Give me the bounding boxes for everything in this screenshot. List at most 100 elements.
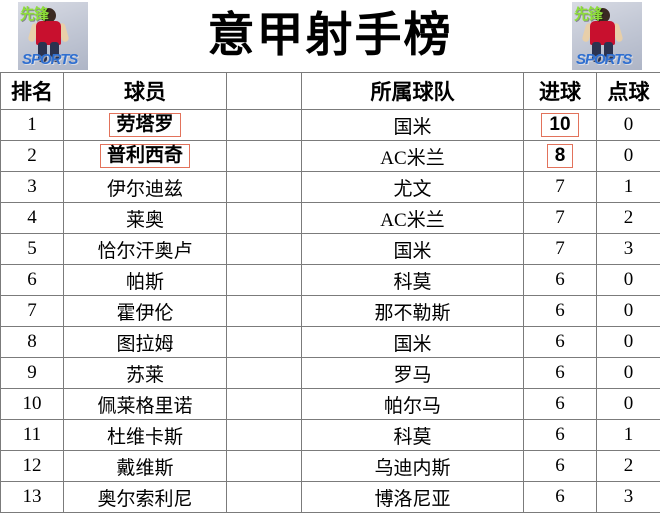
right-logo-text-top: 先锋: [574, 3, 602, 24]
left-logo: 先锋 SPORTS: [18, 2, 88, 70]
cell-player: 莱奥: [64, 203, 227, 234]
column-header-player: 球员: [64, 73, 227, 110]
left-logo-text-top: 先锋: [20, 3, 48, 24]
cell-goals: 6: [524, 451, 597, 482]
cell-team: 博洛尼亚: [302, 482, 524, 513]
cell-player: 佩莱格里诺: [64, 389, 227, 420]
cell-penalties: 2: [597, 451, 660, 482]
cell-goals: 6: [524, 358, 597, 389]
cell-penalties: 0: [597, 358, 660, 389]
column-header-penalties: 点球: [597, 73, 660, 110]
left-logo-background: 先锋 SPORTS: [18, 2, 88, 70]
cell-team: 科莫: [302, 265, 524, 296]
page-title: 意甲射手榜: [208, 13, 453, 60]
standings-page: 先锋 SPORTS 意甲射手榜 先锋 SPORTS: [0, 0, 660, 486]
cell-team: 国米: [302, 234, 524, 265]
cell-spacer: [227, 141, 302, 172]
column-header-team: 所属球队: [302, 73, 524, 110]
cell-team: 国米: [302, 327, 524, 358]
cell-team: 国米: [302, 110, 524, 141]
table-header-row: 排名 球员 所属球队 进球 点球: [1, 73, 660, 110]
cell-goals: 7: [524, 172, 597, 203]
page-header: 先锋 SPORTS 意甲射手榜 先锋 SPORTS: [0, 0, 660, 72]
cell-rank: 3: [1, 172, 64, 203]
cell-player: 伊尔迪兹: [64, 172, 227, 203]
left-logo-text-bottom: SPORTS: [22, 51, 77, 68]
cell-team: 科莫: [302, 420, 524, 451]
cell-penalties: 0: [597, 327, 660, 358]
right-logo-background: 先锋 SPORTS: [572, 2, 642, 70]
cell-rank: 11: [1, 420, 64, 451]
cell-goals: 6: [524, 420, 597, 451]
cell-rank: 4: [1, 203, 64, 234]
right-logo: 先锋 SPORTS: [572, 2, 642, 70]
goals-highlight: 10: [541, 113, 578, 137]
cell-player: 戴维斯: [64, 451, 227, 482]
cell-rank: 6: [1, 265, 64, 296]
cell-rank: 1: [1, 110, 64, 141]
cell-rank: 13: [1, 482, 64, 513]
cell-rank: 12: [1, 451, 64, 482]
column-header-goals: 进球: [524, 73, 597, 110]
cell-rank: 10: [1, 389, 64, 420]
cell-goals: 6: [524, 389, 597, 420]
column-header-spacer: [227, 73, 302, 110]
cell-penalties: 0: [597, 265, 660, 296]
cell-goals: 6: [524, 327, 597, 358]
cell-spacer: [227, 296, 302, 327]
cell-team: AC米兰: [302, 141, 524, 172]
cell-team: 罗马: [302, 358, 524, 389]
cell-spacer: [227, 203, 302, 234]
cell-penalties: 0: [597, 141, 660, 172]
cell-rank: 2: [1, 141, 64, 172]
cell-spacer: [227, 234, 302, 265]
cell-spacer: [227, 482, 302, 513]
cell-spacer: [227, 172, 302, 203]
right-logo-text-bottom: SPORTS: [576, 51, 631, 68]
cell-rank: 7: [1, 296, 64, 327]
cell-penalties: 2: [597, 203, 660, 234]
cell-rank: 5: [1, 234, 64, 265]
cell-goals: 7: [524, 234, 597, 265]
cell-goals: 7: [524, 203, 597, 234]
player-highlight: 劳塔罗: [109, 113, 180, 137]
cell-team: AC米兰: [302, 203, 524, 234]
cell-player: 杜维卡斯: [64, 420, 227, 451]
cell-goals: 8: [524, 141, 597, 172]
cell-spacer: [227, 327, 302, 358]
cell-spacer: [227, 110, 302, 141]
cell-spacer: [227, 420, 302, 451]
column-header-rank: 排名: [1, 73, 64, 110]
cell-team: 帕尔马: [302, 389, 524, 420]
cell-spacer: [227, 389, 302, 420]
cell-goals: 6: [524, 482, 597, 513]
cell-team: 那不勒斯: [302, 296, 524, 327]
cell-penalties: 3: [597, 482, 660, 513]
cell-rank: 9: [1, 358, 64, 389]
cell-goals: 10: [524, 110, 597, 141]
table-header: 排名 球员 所属球队 进球 点球: [1, 73, 660, 110]
cell-player: 恰尔汗奥卢: [64, 234, 227, 265]
cell-player: 苏莱: [64, 358, 227, 389]
player-highlight: 普利西奇: [100, 144, 190, 168]
cell-player: 图拉姆: [64, 327, 227, 358]
cell-rank: 8: [1, 327, 64, 358]
cell-player: 劳塔罗: [64, 110, 227, 141]
cell-penalties: 3: [597, 234, 660, 265]
cell-goals: 6: [524, 265, 597, 296]
cell-spacer: [227, 265, 302, 296]
cell-player: 普利西奇: [64, 141, 227, 172]
cell-penalties: 1: [597, 172, 660, 203]
